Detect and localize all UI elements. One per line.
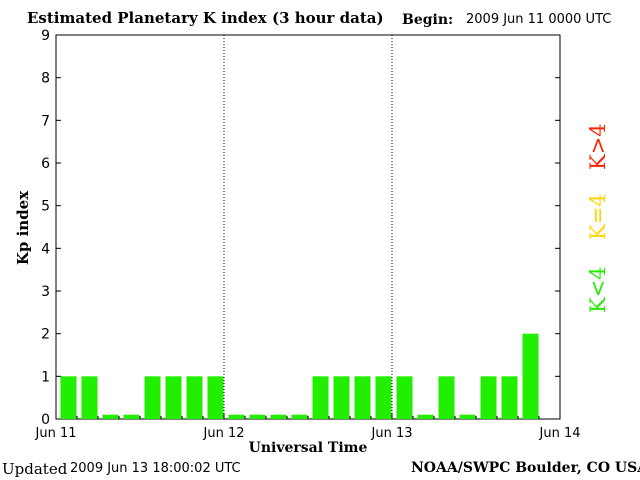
y-tick-label: 6: [41, 156, 50, 172]
y-tick-label: 7: [41, 113, 50, 129]
y-tick-label: 4: [41, 241, 50, 257]
kp-bar: [375, 376, 392, 419]
legend-k-less-4: K<4: [586, 266, 610, 313]
x-axis-ticks: Jun 11 Jun 12 Jun 13 Jun 14: [35, 413, 581, 441]
kp-bar: [102, 414, 119, 419]
kp-bar: [291, 414, 308, 419]
y-tick-label: 0: [41, 412, 50, 428]
kp-bar: [186, 376, 203, 419]
updated-label: Updated: [2, 460, 68, 478]
kp-bar: [60, 376, 77, 419]
y-tick-label: 2: [41, 327, 50, 343]
kp-bar: [501, 376, 518, 419]
y-axis-ticks: 0 1 2 3 4 5 6 7 8 9: [41, 28, 560, 428]
bar-series: [60, 333, 539, 419]
kp-bar: [144, 376, 161, 419]
begin-label: Begin:: [402, 12, 454, 28]
plot-frame: [55, 34, 561, 420]
y-tick-label: 1: [41, 369, 50, 385]
x-axis-label: Universal Time: [249, 440, 368, 456]
x-tick-label: Jun 14: [539, 426, 581, 441]
day-separators: [223, 35, 393, 419]
kp-bar: [207, 376, 224, 419]
kp-bar: [354, 376, 371, 419]
begin-value: 2009 Jun 11 0000 UTC: [466, 12, 612, 27]
x-tick-label: Jun 13: [371, 426, 413, 441]
y-axis-label: Kp index: [14, 190, 32, 265]
legend-k-greater-4: K>4: [586, 123, 610, 170]
legend-k-equal-4: K=4: [586, 193, 610, 240]
kp-bar: [123, 414, 140, 419]
y-tick-label: 5: [41, 199, 50, 215]
chart-title: Estimated Planetary K index (3 hour data…: [27, 9, 384, 27]
x-tick-label: Jun 12: [203, 426, 245, 441]
x-tick-label: Jun 11: [35, 426, 77, 441]
kp-bar: [81, 376, 98, 419]
updated-value: 2009 Jun 13 18:00:02 UTC: [70, 461, 241, 476]
kp-bar: [522, 333, 539, 419]
kp-bar: [459, 414, 476, 419]
kp-bar: [165, 376, 182, 419]
y-tick-label: 9: [41, 28, 50, 44]
plot-area: [55, 34, 561, 420]
kp-bar: [312, 376, 329, 419]
kp-bar: [396, 376, 413, 419]
kp-bar: [333, 376, 350, 419]
credit-label: NOAA/SWPC Boulder, CO USA: [411, 460, 640, 476]
kp-bar: [228, 414, 245, 419]
kp-bar: [480, 376, 497, 419]
kp-bar: [438, 376, 455, 419]
y-tick-label: 8: [41, 71, 50, 87]
y-tick-label: 3: [41, 284, 50, 300]
kp-bar: [417, 414, 434, 419]
kp-bar: [270, 414, 287, 419]
kp-bar: [249, 414, 266, 419]
